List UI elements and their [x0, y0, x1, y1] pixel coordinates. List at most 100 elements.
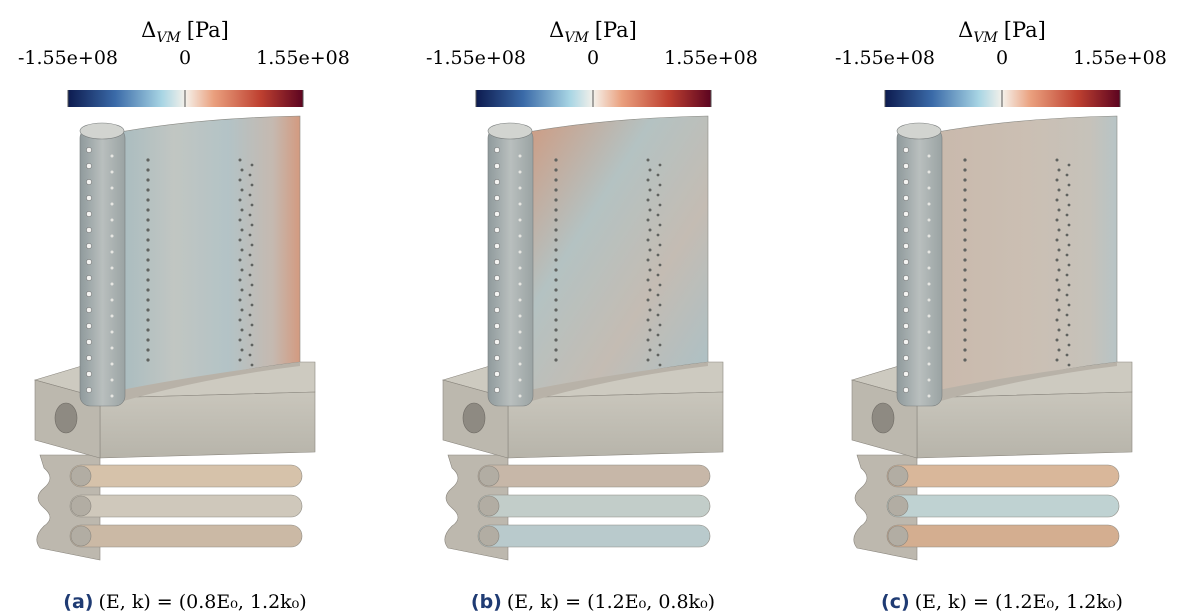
cooling-hole — [963, 268, 967, 272]
cooling-hole — [146, 228, 150, 232]
cooling-hole — [963, 338, 967, 342]
cooling-hole — [146, 258, 150, 262]
blade-fillet — [493, 362, 708, 405]
cooling-hole — [110, 170, 114, 174]
cooling-hole — [238, 158, 242, 162]
cooling-hole — [963, 258, 967, 262]
cooling-hole — [1055, 238, 1059, 242]
cooling-hole — [494, 307, 500, 313]
cooling-hole — [518, 346, 522, 350]
cooling-hole — [963, 328, 967, 332]
cooling-hole — [927, 394, 931, 398]
cooling-hole — [146, 298, 150, 302]
cooling-hole — [554, 158, 558, 162]
cooling-hole — [494, 147, 500, 153]
cooling-hole — [903, 227, 909, 233]
colorbar-tick-label: 1.55e+08 — [664, 47, 758, 69]
cooling-hole — [86, 371, 92, 377]
cooling-hole — [1065, 213, 1069, 217]
cooling-hole — [110, 298, 114, 302]
cooling-hole — [146, 248, 150, 252]
cooling-hole — [110, 314, 114, 318]
cooling-hole — [658, 183, 662, 187]
cooling-hole — [1067, 263, 1071, 267]
cooling-hole — [658, 263, 662, 267]
cooling-hole — [1067, 303, 1071, 307]
panel: ΔVM [Pa] -1.55e+08 0 1.55e+08 (c) (E, k) = (1.… — [835, 18, 1167, 613]
panel: ΔVM [Pa] -1.55e+08 0 1.55e+08 (a) (E, k) = (0.… — [18, 18, 350, 613]
cooling-hole — [554, 228, 558, 232]
cooling-hole — [903, 179, 909, 185]
groove — [477, 464, 711, 488]
cooling-hole — [963, 278, 967, 282]
cooling-hole — [518, 298, 522, 302]
blade-fillet — [85, 362, 300, 405]
cooling-hole — [248, 333, 252, 337]
cooling-hole — [554, 298, 558, 302]
cooling-hole — [903, 323, 909, 329]
cooling-hole — [238, 338, 242, 342]
cooling-hole — [554, 308, 558, 312]
blade — [527, 115, 709, 401]
symbol: Δ — [958, 18, 973, 42]
cooling-hole — [110, 378, 114, 382]
caption-text: (E, k) = (0.8E₀, 1.2k₀) — [98, 591, 306, 613]
cooling-hole — [146, 348, 150, 352]
cooling-hole — [656, 173, 660, 177]
cooling-hole — [250, 243, 254, 247]
cooling-hole — [86, 275, 92, 281]
cooling-hole — [1067, 363, 1071, 367]
cooling-hole — [963, 228, 967, 232]
cooling-hole — [240, 168, 244, 172]
cooling-hole — [248, 273, 252, 277]
cooling-hole — [240, 288, 244, 292]
cooling-hole — [1055, 158, 1059, 162]
unit: [Pa] — [595, 18, 637, 42]
cooling-hole — [903, 339, 909, 345]
cooling-hole — [656, 333, 660, 337]
cooling-hole — [903, 259, 909, 265]
cooling-hole — [110, 218, 114, 222]
cooling-hole — [1065, 353, 1069, 357]
cooling-hole — [494, 291, 500, 297]
cooling-hole — [248, 213, 252, 217]
cooling-hole — [1055, 338, 1059, 342]
cooling-hole — [494, 339, 500, 345]
cooling-hole — [927, 346, 931, 350]
caption-text: (E, k) = (1.2E₀, 0.8k₀) — [507, 591, 715, 613]
caption-label: (a) — [63, 591, 93, 613]
cooling-hole — [963, 168, 967, 172]
cooling-hole — [240, 328, 244, 332]
cooling-hole — [1057, 208, 1061, 212]
cooling-hole — [648, 328, 652, 332]
cooling-hole — [240, 348, 244, 352]
groove-end — [70, 465, 92, 487]
cooling-hole — [86, 227, 92, 233]
cooling-hole — [146, 208, 150, 212]
symbol: Δ — [549, 18, 564, 42]
cooling-hole — [238, 238, 242, 242]
cooling-hole — [554, 348, 558, 352]
groove — [69, 524, 303, 548]
subscript: VM — [156, 30, 181, 46]
caption: (b) (E, k) = (1.2E₀, 0.8k₀) — [471, 591, 715, 613]
cooling-hole — [110, 266, 114, 270]
cooling-hole — [110, 202, 114, 206]
cooling-hole — [903, 243, 909, 249]
groove — [886, 494, 1120, 518]
cooling-hole — [86, 307, 92, 313]
cooling-hole — [1055, 278, 1059, 282]
cooling-hole — [927, 170, 931, 174]
cooling-hole — [658, 343, 662, 347]
cooling-hole — [656, 313, 660, 317]
cooling-hole — [86, 339, 92, 345]
cooling-hole — [903, 387, 909, 393]
cooling-hole — [656, 233, 660, 237]
cooling-hole — [248, 233, 252, 237]
cooling-hole — [963, 218, 967, 222]
cooling-hole — [238, 278, 242, 282]
cooling-hole — [250, 263, 254, 267]
cooling-hole — [963, 198, 967, 202]
cooling-hole — [86, 179, 92, 185]
cooling-hole — [110, 394, 114, 398]
